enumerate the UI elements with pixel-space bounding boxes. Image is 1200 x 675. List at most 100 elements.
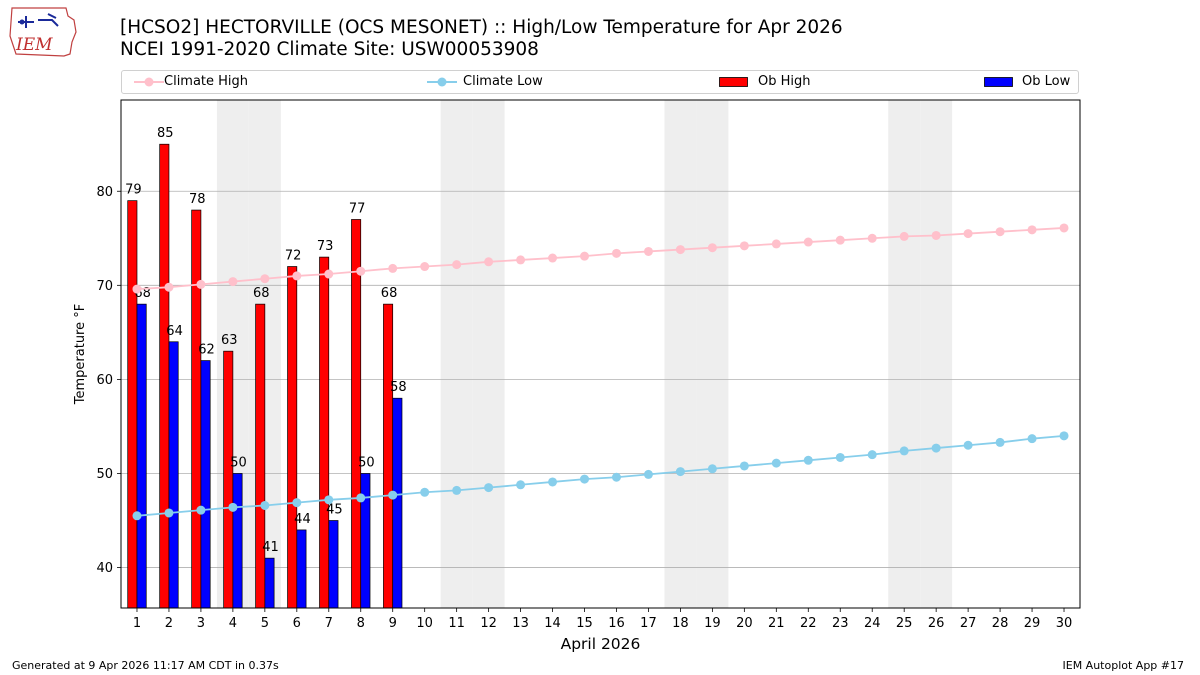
x-axis-label: April 2026 xyxy=(561,635,641,653)
ob-high-bar xyxy=(127,200,138,609)
weekend-band xyxy=(888,100,921,608)
climate-high-point xyxy=(132,284,142,294)
legend-ob-low: Ob Low xyxy=(1022,74,1071,89)
ob-high-bar xyxy=(159,143,170,609)
footer-app: IEM Autoplot App #17 xyxy=(1062,659,1185,672)
ob-high-bar xyxy=(351,219,362,609)
climate-high-point xyxy=(164,282,174,292)
climate-low-point xyxy=(452,485,462,495)
ob-low-bar xyxy=(296,529,307,609)
ob-high-label: 68 xyxy=(381,286,398,301)
legend-climate-low-swatch xyxy=(427,77,457,87)
climate-high-point xyxy=(228,277,238,287)
climate-high-point xyxy=(420,262,430,272)
ob-high-bar xyxy=(223,350,234,609)
x-tick-label: 8 xyxy=(357,616,365,631)
climate-low-point xyxy=(963,440,973,450)
legend: Climate High Climate Low Ob High Ob Low xyxy=(121,70,1079,94)
logo-text: IEM xyxy=(15,35,53,55)
x-tick-label: 6 xyxy=(293,616,301,631)
climate-high-point xyxy=(324,269,334,279)
climate-high-point xyxy=(356,266,366,276)
climate-low-point xyxy=(611,472,621,482)
climate-high-point xyxy=(803,237,813,247)
climate-high-point xyxy=(931,230,941,240)
climate-high-point xyxy=(963,229,973,239)
ob-high-label: 78 xyxy=(189,192,206,207)
ob-high-label: 68 xyxy=(253,286,270,301)
x-tick-label: 15 xyxy=(576,616,593,631)
weekend-band xyxy=(664,100,697,608)
x-tick-label: 26 xyxy=(928,616,945,631)
x-tick-label: 22 xyxy=(800,616,817,631)
x-tick-label: 21 xyxy=(768,616,785,631)
climate-low-point xyxy=(420,487,430,497)
x-tick-label: 5 xyxy=(261,616,269,631)
ob-high-label: 72 xyxy=(285,249,302,264)
climate-high-point xyxy=(675,245,685,255)
climate-low-point xyxy=(1027,434,1037,444)
x-tick-label: 11 xyxy=(448,616,465,631)
y-tick-label: 60 xyxy=(96,373,113,388)
ob-low-bar xyxy=(168,341,179,609)
iem-logo: IEM xyxy=(9,7,77,57)
x-tick-label: 14 xyxy=(544,616,561,631)
x-tick-label: 17 xyxy=(640,616,657,631)
climate-high-line xyxy=(136,227,1065,290)
x-tick-label: 3 xyxy=(197,616,205,631)
plot-frame xyxy=(120,99,1081,609)
y-tick-label: 70 xyxy=(96,279,113,294)
ob-high-bar xyxy=(191,209,202,609)
climate-low-point xyxy=(484,483,494,493)
climate-low-point xyxy=(548,477,558,487)
x-tick-label: 4 xyxy=(229,616,237,631)
x-tick-label: 10 xyxy=(416,616,433,631)
x-tick-label: 18 xyxy=(672,616,689,631)
climate-high-point xyxy=(1059,223,1069,233)
x-tick-label: 12 xyxy=(480,616,497,631)
ob-high-bar xyxy=(255,303,266,609)
ob-high-label: 77 xyxy=(349,201,366,216)
x-tick-label: 2 xyxy=(165,616,173,631)
x-tick-label: 30 xyxy=(1056,616,1073,631)
climate-high-point xyxy=(739,241,749,251)
legend-climate-high-swatch xyxy=(134,77,164,87)
climate-high-point xyxy=(548,253,558,263)
ob-low-bar xyxy=(136,303,147,609)
ob-high-label: 85 xyxy=(157,126,174,141)
y-tick-label: 80 xyxy=(96,185,113,200)
climate-high-point xyxy=(260,274,270,284)
climate-low-point xyxy=(516,480,526,490)
x-tick-label: 25 xyxy=(896,616,913,631)
legend-climate-high: Climate High xyxy=(164,74,249,89)
y-tick-label: 50 xyxy=(96,467,113,482)
climate-high-point xyxy=(388,263,398,273)
ob-high-label: 79 xyxy=(125,183,142,198)
climate-low-point xyxy=(324,495,334,505)
ob-low-label: 58 xyxy=(390,380,407,395)
ob-low-bar xyxy=(232,473,243,609)
ob-low-bar xyxy=(200,360,211,609)
ob-high-label: 73 xyxy=(317,239,334,254)
climate-low-point xyxy=(132,511,142,521)
ob-low-label: 50 xyxy=(230,455,247,470)
climate-high-point xyxy=(707,243,717,253)
x-tick-label: 19 xyxy=(704,616,721,631)
climate-low-point xyxy=(260,500,270,510)
ob-low-bar xyxy=(264,557,275,609)
ob-low-label: 64 xyxy=(166,324,183,339)
climate-low-point xyxy=(899,446,909,456)
x-tick-label: 24 xyxy=(864,616,881,631)
ob-high-bar xyxy=(383,303,394,609)
climate-high-point xyxy=(835,235,845,245)
footer-generated: Generated at 9 Apr 2026 11:17 AM CDT in … xyxy=(12,659,279,672)
climate-high-point xyxy=(867,233,877,243)
climate-high-point xyxy=(995,227,1005,237)
y-axis-label: Temperature °F xyxy=(73,304,88,405)
climate-low-point xyxy=(803,455,813,465)
x-tick-label: 20 xyxy=(736,616,753,631)
climate-high-point xyxy=(292,271,302,281)
climate-low-point xyxy=(995,437,1005,447)
climate-low-point xyxy=(675,467,685,477)
